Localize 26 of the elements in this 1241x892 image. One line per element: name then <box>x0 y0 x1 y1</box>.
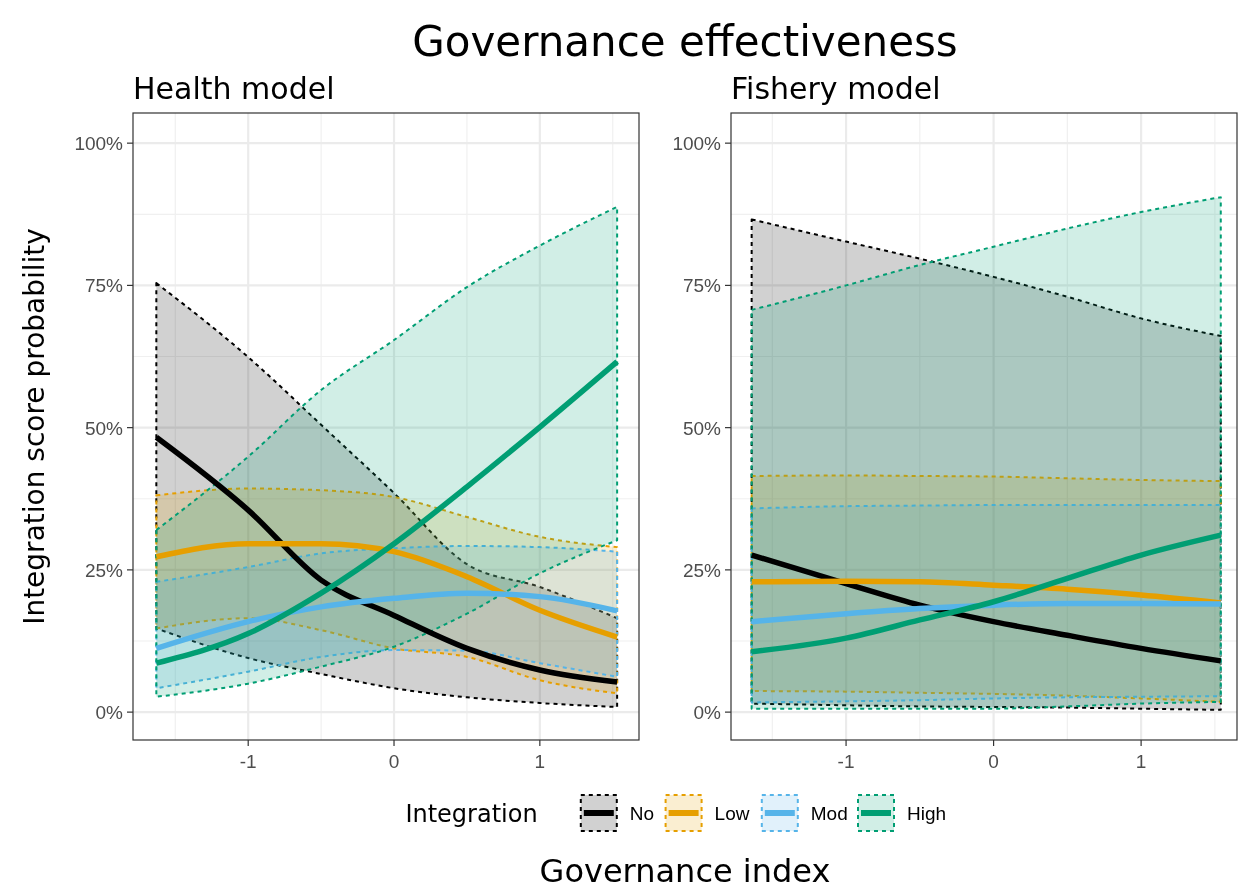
x-tick-label: 0 <box>988 751 999 772</box>
x-tick-label: -1 <box>239 751 257 772</box>
y-tick-label: 50% <box>682 417 722 439</box>
x-tick-label: -1 <box>837 751 855 772</box>
y-tick-label: 0% <box>693 702 722 724</box>
x-tick-label: 1 <box>534 751 546 772</box>
y-tick-label: 50% <box>84 417 124 439</box>
y-tick-label: 100% <box>672 133 722 155</box>
legend-label: High <box>907 803 947 824</box>
chart-title: Governance effectiveness <box>412 17 958 66</box>
y-tick-label: 75% <box>84 275 124 297</box>
y-tick-label: 100% <box>74 133 124 155</box>
y-tick-label: 25% <box>682 559 722 581</box>
y-axis-title: Integration score probability <box>18 228 51 625</box>
legend-label: Mod <box>810 803 848 824</box>
legend-label: Low <box>714 803 750 824</box>
y-tick-label: 0% <box>95 702 124 724</box>
chart-subtitle: Fishery model <box>731 71 941 106</box>
legend-title: Integration <box>405 800 538 828</box>
y-tick-label: 75% <box>682 275 722 297</box>
y-tick-label: 25% <box>84 559 124 581</box>
legend-label: No <box>629 803 655 824</box>
x-tick-label: 0 <box>388 751 400 772</box>
x-tick-label: 1 <box>1135 751 1147 772</box>
chart-subtitle: Health model <box>133 71 335 106</box>
x-axis-title: Governance index <box>539 852 831 890</box>
